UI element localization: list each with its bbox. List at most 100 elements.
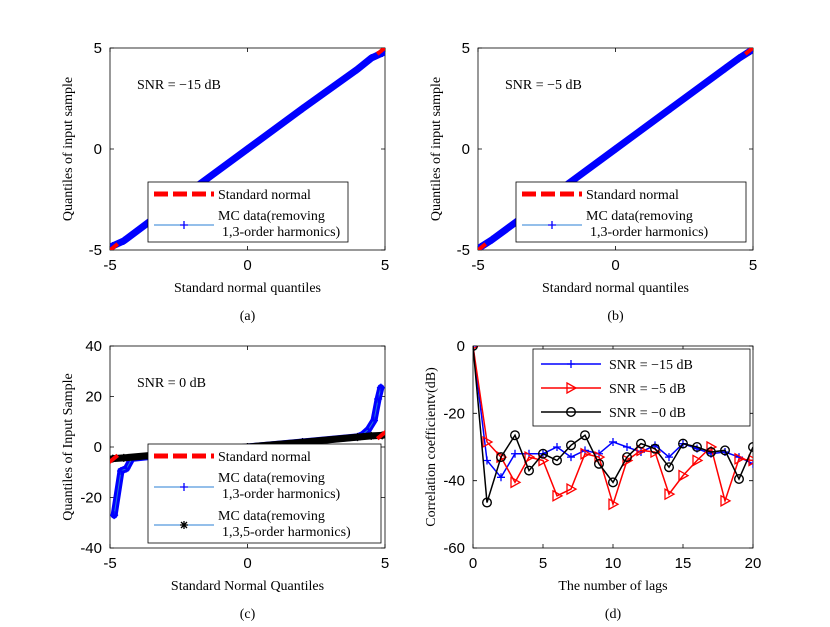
snr-annotation: SNR = −15 dB (137, 78, 221, 93)
data-point-circle (678, 438, 689, 449)
legend-label: SNR = −5 dB (609, 382, 686, 397)
data-point-star (119, 453, 128, 462)
series-mc-thick (478, 48, 753, 250)
data-point-triangle (482, 435, 494, 449)
x-tick-label: 0 (243, 555, 251, 572)
x-axis-label: Standard Normal Quantiles (171, 579, 324, 594)
data-point-star (353, 433, 362, 442)
panel-caption: (b) (607, 309, 624, 324)
panel-caption: (c) (240, 607, 256, 622)
x-tick-label: -5 (471, 257, 484, 274)
y-tick-label: -5 (89, 242, 102, 259)
data-point-circle (580, 430, 591, 441)
plot-area (473, 346, 753, 511)
x-axis-label: Standard normal quantiles (174, 281, 321, 296)
data-point-triangle (524, 450, 536, 464)
x-tick-label: 10 (605, 555, 622, 572)
data-point-plus (609, 437, 617, 446)
x-tick-label: 5 (381, 257, 389, 274)
data-point-triangle (748, 454, 753, 467)
data-point-plus (623, 443, 631, 451)
data-point-circle (720, 445, 731, 456)
data-point-circle (524, 465, 535, 476)
legend-label-line2: 1,3,5-order harmonics) (222, 525, 351, 540)
legend-label: Standard normal (586, 188, 679, 203)
legend-swatch-marker (548, 221, 556, 229)
legend-label: SNR = −0 dB (609, 406, 686, 421)
legend-swatch-marker (566, 407, 577, 418)
legend-label: MC data(removing (218, 471, 325, 486)
y-tick-label: -20 (443, 405, 465, 422)
data-point-circle (706, 447, 717, 458)
data-point-circle (622, 452, 633, 463)
reference-endpoint (744, 48, 753, 56)
x-tick-label: 0 (469, 555, 477, 572)
data-point-plus (117, 466, 125, 475)
legend-label-line2: 1,3-order harmonics) (590, 225, 709, 240)
data-point-circle (566, 440, 577, 451)
data-point-plus (611, 145, 620, 153)
data-point-plus (376, 383, 385, 392)
x-tick-label: 5 (749, 257, 757, 274)
chart-panel-d: 0 5 10 15 20 -60 -40 -20 0 The number of lags Corr… (424, 338, 761, 622)
data-point-triangle (580, 447, 592, 460)
y-axis-label: Correlation coefficientv(dB) (424, 367, 439, 527)
x-tick-label: 15 (675, 555, 692, 572)
data-point-plus (666, 104, 675, 113)
legend-label: Standard normal (218, 450, 311, 465)
legend-label: Standard normal (218, 188, 311, 203)
data-point-circle (473, 346, 478, 351)
y-tick-label: 20 (85, 389, 102, 406)
x-axis-label: Standard normal quantiles (542, 281, 689, 296)
chart-panel-a: -5 0 5 -5 0 5 Standard normal quantiles Quantil… (61, 40, 389, 324)
y-tick-label: 0 (94, 439, 102, 456)
data-point-plus (353, 65, 362, 74)
data-point-circle (510, 430, 521, 441)
y-tick-label: 40 (85, 338, 102, 355)
data-point-triangle (692, 454, 704, 467)
legend-label: MC data(removing (218, 209, 325, 224)
data-point-plus (243, 145, 252, 153)
data-point-triangle (566, 482, 578, 496)
x-tick-label: 20 (745, 555, 762, 572)
y-tick-label: -40 (80, 540, 102, 557)
x-axis-label: The number of lags (558, 579, 667, 594)
y-axis-label: Quantiles of input sample (61, 77, 76, 221)
data-point-circle (636, 438, 647, 449)
reference-endpoint (110, 453, 119, 465)
legend-box (147, 443, 382, 544)
data-point-triangle (734, 452, 746, 465)
data-point-plus (487, 235, 496, 244)
data-point-circle (496, 452, 507, 463)
y-tick-label: -60 (443, 540, 465, 557)
data-point-circle (608, 477, 619, 488)
data-point-triangle (622, 454, 634, 467)
data-point-triangle (706, 440, 718, 454)
panel-caption: (a) (240, 309, 256, 324)
snr-annotation: SNR = 0 dB (137, 376, 206, 391)
y-tick-label: 0 (457, 338, 465, 355)
legend: SNR = −15 dB SNR = −5 dB SNR = −0 dB (532, 348, 751, 427)
data-point-circle (692, 442, 703, 453)
data-point-circle (552, 455, 563, 466)
legend-swatch-marker (180, 483, 188, 491)
data-point-circle (482, 497, 493, 508)
data-point-circle (664, 462, 675, 473)
x-tick-label: -5 (103, 257, 116, 274)
data-point-circle (538, 448, 549, 459)
y-axis-label: Quantiles of Input Sample (61, 373, 76, 520)
data-point-circle (748, 442, 753, 452)
data-point-triangle (552, 489, 564, 502)
data-point-plus (298, 104, 307, 113)
chart-panel-b: -5 0 5 -5 0 5 Standard normal quantiles Quantil… (429, 40, 757, 324)
data-point-triangle (678, 469, 690, 482)
data-point-plus (110, 511, 119, 520)
y-tick-label: 5 (462, 40, 470, 57)
y-tick-label: 5 (94, 40, 102, 57)
data-point-circle (734, 473, 745, 484)
y-tick-label: -5 (457, 242, 470, 259)
panel-caption: (d) (605, 607, 622, 622)
